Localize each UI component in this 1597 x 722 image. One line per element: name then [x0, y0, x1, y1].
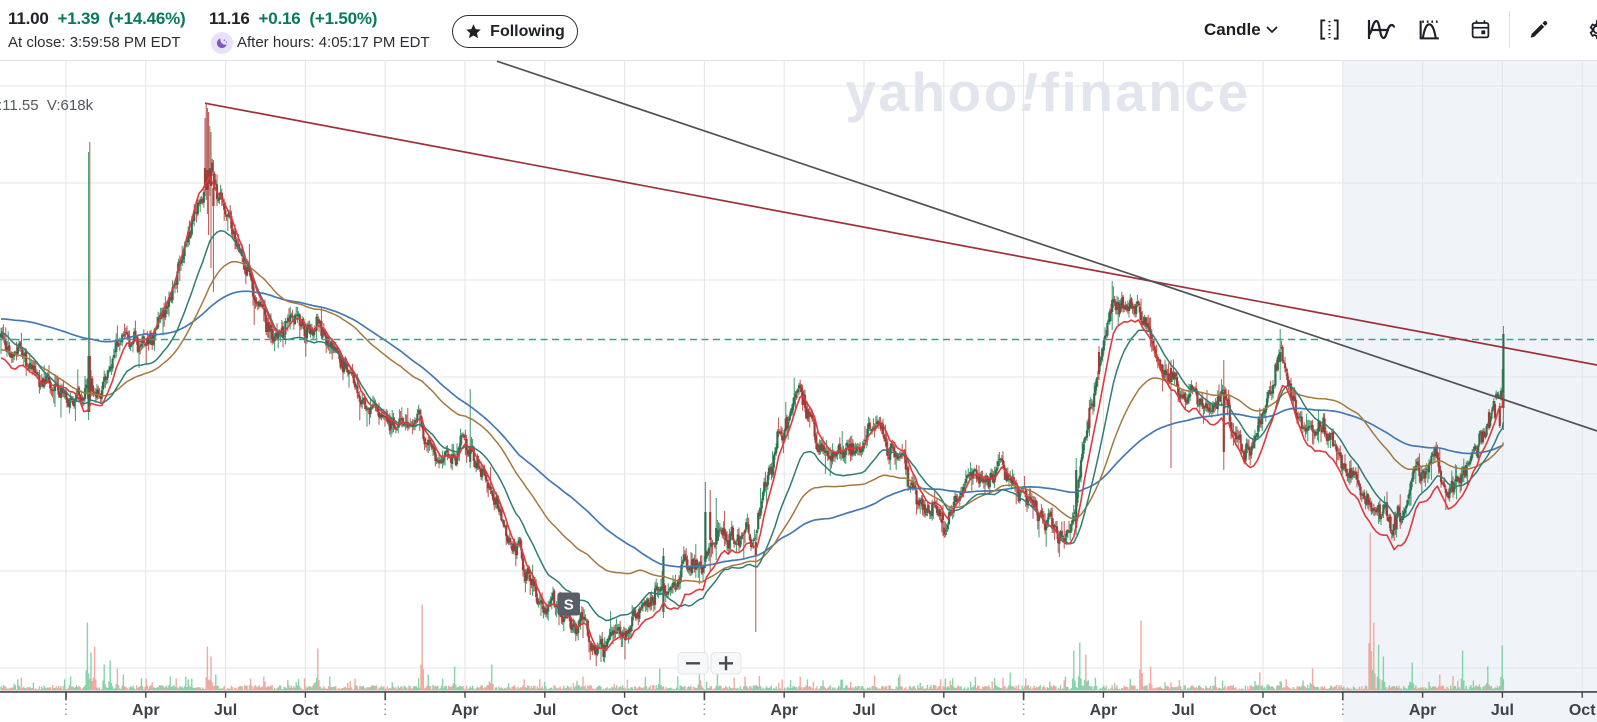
svg-text:Jul: Jul	[533, 702, 556, 719]
svg-text:Jul: Jul	[214, 702, 237, 719]
svg-text:Oct: Oct	[611, 702, 638, 719]
svg-text:Apr: Apr	[770, 702, 798, 719]
svg-text:Apr: Apr	[132, 702, 160, 719]
svg-text:Jul: Jul	[852, 702, 875, 719]
svg-text:Jul: Jul	[1172, 702, 1195, 719]
svg-text:Apr: Apr	[1409, 702, 1437, 719]
svg-text:Oct: Oct	[292, 702, 319, 719]
svg-text:yahoo!finance: yahoo!finance	[845, 61, 1250, 123]
svg-text:Oct: Oct	[930, 702, 957, 719]
svg-text:Jul: Jul	[1491, 702, 1514, 719]
svg-text::11.55 V:618k: :11.55 V:618k	[0, 97, 94, 114]
svg-text:Oct: Oct	[1569, 702, 1596, 719]
svg-text:Apr: Apr	[451, 702, 479, 719]
svg-text:Oct: Oct	[1250, 702, 1277, 719]
svg-text:Apr: Apr	[1090, 702, 1118, 719]
svg-text:S: S	[564, 597, 574, 614]
